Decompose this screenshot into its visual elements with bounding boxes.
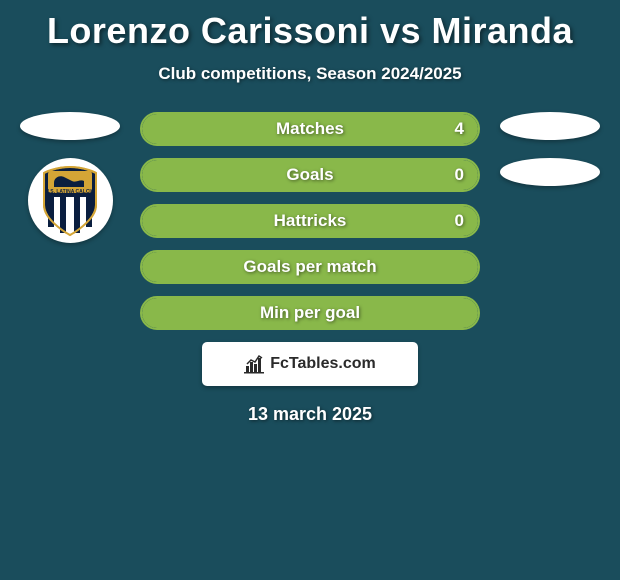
- shield-icon: U.S. LATINA CALCIO: [40, 165, 100, 237]
- stat-label: Hattricks: [274, 211, 347, 231]
- stat-label: Matches: [276, 119, 344, 139]
- page-title: Lorenzo Carissoni vs Miranda: [0, 0, 620, 52]
- stat-label: Goals: [286, 165, 333, 185]
- left-player-ellipse: [20, 112, 120, 140]
- logo-text: FcTables.com: [270, 355, 376, 373]
- stat-label: Goals per match: [243, 257, 376, 277]
- right-player-column: [490, 112, 610, 204]
- fctables-logo: FcTables.com: [202, 342, 418, 386]
- stat-value-right: 0: [455, 165, 464, 185]
- stat-label: Min per goal: [260, 303, 360, 323]
- left-player-column: U.S. LATINA CALCIO: [10, 112, 130, 243]
- subtitle: Club competitions, Season 2024/2025: [0, 64, 620, 84]
- left-team-crest: U.S. LATINA CALCIO: [28, 158, 113, 243]
- right-player-ellipse-2: [500, 158, 600, 186]
- stat-bar: Hattricks 0: [140, 204, 480, 238]
- bar-chart-icon: [244, 354, 266, 374]
- date-label: 13 march 2025: [0, 404, 620, 425]
- stat-value-right: 0: [455, 211, 464, 231]
- stat-bar: Goals per match: [140, 250, 480, 284]
- svg-text:U.S. LATINA CALCIO: U.S. LATINA CALCIO: [45, 189, 95, 195]
- stat-bar: Matches 4: [140, 112, 480, 146]
- right-player-ellipse-1: [500, 112, 600, 140]
- stat-bar: Min per goal: [140, 296, 480, 330]
- stat-bar: Goals 0: [140, 158, 480, 192]
- comparison-panel: U.S. LATINA CALCIO Matches4Goals0Hattric…: [0, 112, 620, 425]
- stats-bars: Matches 4 Goals 0 Hattricks 0 Goals per match M…: [140, 112, 480, 330]
- stat-value-right: 4: [455, 119, 464, 139]
